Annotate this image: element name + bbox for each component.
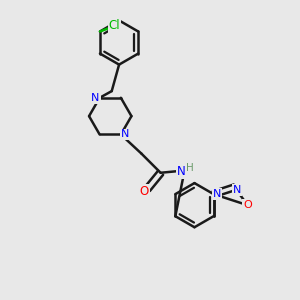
Text: N: N — [121, 130, 129, 140]
Text: N: N — [213, 189, 221, 199]
Text: O: O — [140, 185, 149, 198]
Text: H: H — [186, 163, 193, 173]
Text: Cl: Cl — [109, 19, 120, 32]
Text: N: N — [91, 93, 100, 103]
Text: O: O — [243, 200, 252, 210]
Text: N: N — [177, 165, 186, 178]
Text: N: N — [233, 185, 241, 195]
